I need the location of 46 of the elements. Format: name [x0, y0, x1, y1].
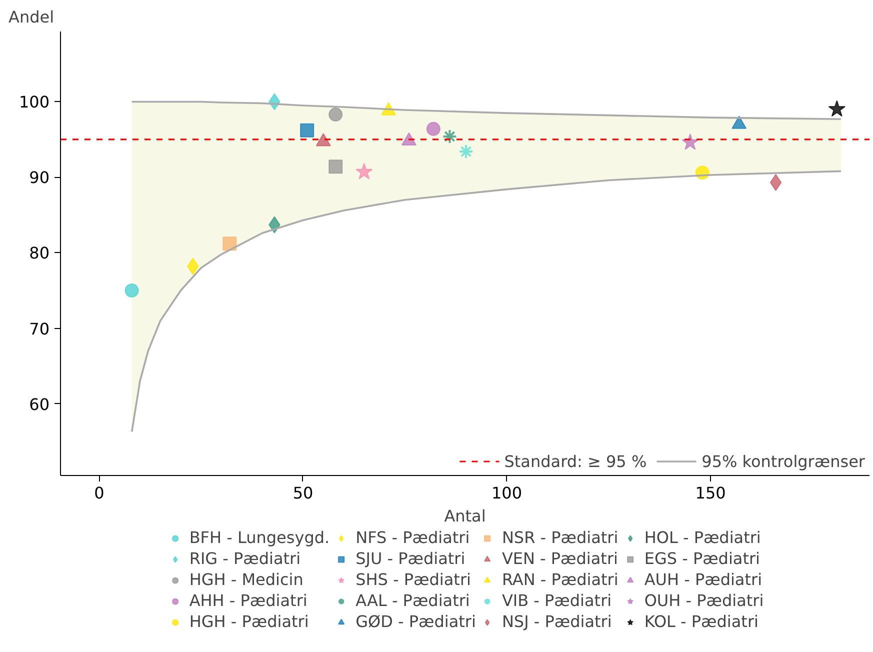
legend-label: NSR - Pædiatri: [502, 528, 618, 547]
line-series: [130, 170, 842, 433]
legend-label: EGS - Pædiatri: [644, 549, 760, 568]
x-tick-label: 0: [94, 484, 104, 502]
legend-label: RAN - Pædiatri: [502, 570, 618, 589]
legend-label: KOL - Pædiatri: [644, 612, 758, 631]
point: [442, 128, 458, 144]
legend-label: AAL - Pædiatri: [356, 591, 470, 610]
legend-label: HOL - Pædiatri: [644, 528, 761, 547]
y-tick-label: 80: [29, 244, 50, 263]
point: [770, 174, 782, 192]
legend-label: VEN - Pædiatri: [502, 549, 618, 568]
point: [328, 108, 343, 122]
point: [328, 160, 343, 174]
point: [426, 122, 440, 136]
point: [124, 284, 139, 298]
legend-label: BFH - Lungesygd.: [189, 528, 330, 547]
x-tick-label: 50: [292, 484, 314, 502]
legend-label: AHH - Pædiatri: [189, 591, 308, 610]
y-tick-label: 60: [29, 394, 50, 414]
legend-label: 95% kontrolgrænser: [702, 452, 865, 470]
legend-label: AUH - Pædiatri: [644, 570, 762, 589]
x-axis-title: Antal: [444, 506, 486, 526]
point: [458, 144, 474, 160]
legend-label: SHS - Pædiatri: [356, 570, 471, 589]
line-series: [130, 100, 842, 120]
point: [356, 162, 373, 180]
legend-label: VIB - Pædiatri: [502, 591, 612, 610]
x-tick-label: 150: [695, 484, 726, 502]
legend-label: Standard: ≥ 95 %: [504, 452, 647, 470]
y-axis-title: Andel: [8, 8, 54, 26]
point: [222, 236, 237, 251]
legend-label: RIG - Pædiatri: [189, 549, 301, 568]
point: [828, 100, 846, 117]
legend-label: SJU - Pædiatri: [356, 549, 466, 568]
x-tick-label: 100: [492, 484, 522, 502]
point: [300, 123, 314, 138]
legend-label: NFS - Pædiatri: [356, 528, 470, 547]
y-tick-label: 70: [29, 319, 50, 338]
legend-label: HGH - Pædiatri: [189, 612, 309, 631]
legend-label: GØD - Pædiatri: [356, 612, 476, 631]
legend-label: OUH - Pædiatri: [644, 591, 764, 610]
legend-label: HGH - Medicin: [189, 570, 304, 589]
y-tick-label: 90: [29, 168, 50, 188]
legend-label: NSJ - Pædiatri: [502, 612, 612, 631]
y-tick-label: 100: [18, 92, 50, 112]
